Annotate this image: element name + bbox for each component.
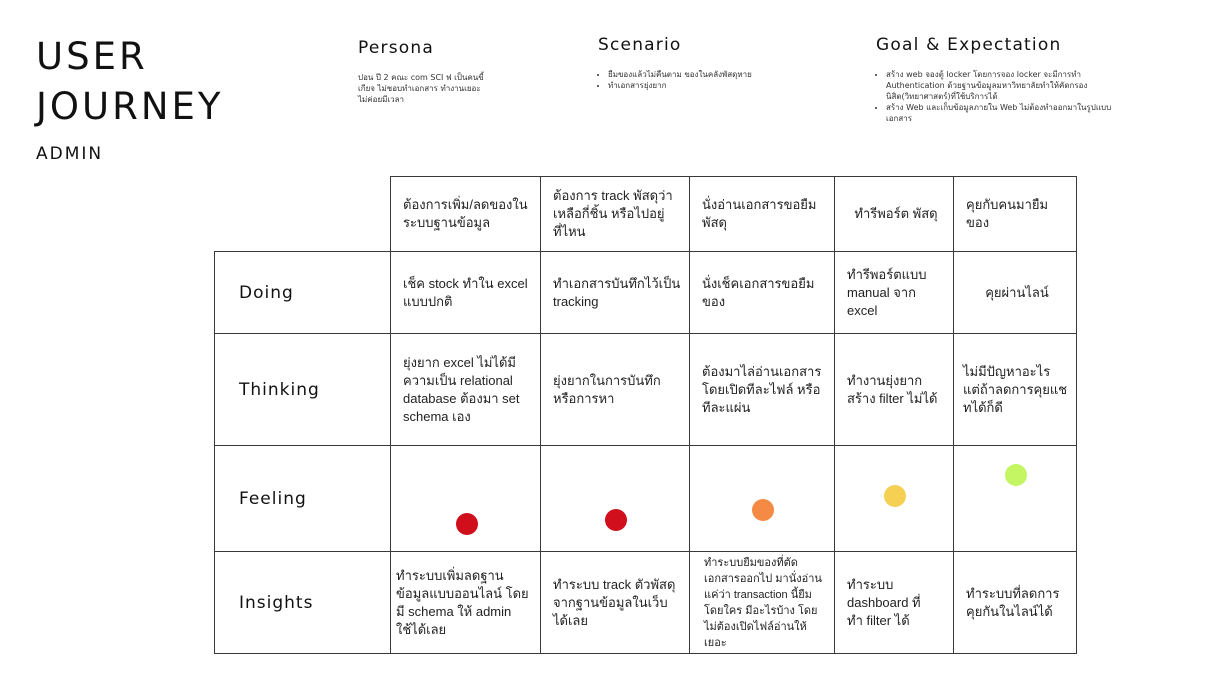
- persona-heading: Persona: [358, 38, 434, 58]
- thinking-cell: ต้องมาไล่อ่านเอกสารโดยเปิดทีละไฟล์ หรือท…: [689, 333, 835, 446]
- stage-header: นั่งอ่านเอกสารขอยืมพัสดุ: [689, 176, 835, 252]
- title-subtitle: ADMIN: [36, 144, 104, 164]
- stage-header: ต้องการ track พัสดุว่าเหลือกี่ชิ้น หรือไ…: [540, 176, 690, 252]
- row-label-text: Doing: [239, 282, 294, 303]
- thinking-text: ไม่มีปัญหาอะไร แต่ถ้าลดการคุยแชทได้ก็ดี: [963, 363, 1068, 415]
- feeling-dot: [455, 512, 478, 535]
- doing-cell: เช็ค stock ทำใน excel แบบปกติ: [390, 251, 541, 334]
- doing-text: เช็ค stock ทำใน excel แบบปกติ: [403, 275, 528, 309]
- goal-section: Goal & Expectation สร้าง web จองตู้ lock…: [876, 35, 1136, 124]
- doing-cell: ทำรีพอร์ตแบบ manual จาก excel: [834, 251, 954, 334]
- row-label-feeling: Feeling: [214, 445, 391, 552]
- thinking-text: ยุ่งยากในการบันทึกหรือการหา: [553, 372, 661, 406]
- stage-header-text: ต้องการ track พัสดุว่าเหลือกี่ชิ้น หรือไ…: [553, 188, 673, 239]
- thinking-cell: ทำงานยุ่งยาก สร้าง filter ไม่ได้: [834, 333, 954, 446]
- stage-header: ต้องการเพิ่ม/ลดของในระบบฐานข้อมูล: [390, 176, 541, 252]
- title-line-2: JOURNEY: [36, 85, 224, 128]
- row-label-text: Insights: [239, 592, 314, 613]
- goal-item: สร้าง Web และเก็บข้อมูลภายใน Web ไม่ต้อง…: [886, 102, 1136, 124]
- feeling-dot: [752, 498, 774, 521]
- row-label-text: Feeling: [239, 488, 307, 509]
- stage-header-text: ทำรีพอร์ต พัสดุ: [854, 206, 938, 221]
- doing-text: คุยผ่านไลน์: [985, 284, 1049, 300]
- title-line-1: USER: [36, 35, 148, 78]
- insights-text: ทำระบบ track ตัวพัสดุจากฐานข้อมูลในเว็บไ…: [553, 576, 676, 628]
- doing-cell: ทำเอกสารบันทึกไว้เป็น tracking: [540, 251, 690, 334]
- thinking-cell: ยุ่งยากในการบันทึกหรือการหา: [540, 333, 690, 446]
- doing-cell: คุยผ่านไลน์: [953, 251, 1077, 334]
- scenario-item: ยืมของแล้วไม่คืนตาม ของในคลังพัสดุหาย: [608, 69, 798, 80]
- goal-item: สร้าง web จองตู้ locker โดยการจอง locker…: [886, 69, 1136, 102]
- feeling-cell: [540, 445, 690, 552]
- title-block: USER JOURNEY ADMIN: [36, 32, 223, 164]
- row-label-thinking: Thinking: [214, 333, 391, 446]
- stage-header: ทำรีพอร์ต พัสดุ: [834, 176, 954, 252]
- scenario-list: ยืมของแล้วไม่คืนตาม ของในคลังพัสดุหาย ทำ…: [598, 69, 798, 91]
- scenario-item: ทำเอกสารยุ่งยาก: [608, 80, 798, 91]
- persona-section: Persona ปอน ปี 2 คณะ com SCI ฟ เป็นคนขี้…: [358, 38, 488, 105]
- insights-text: ทำระบบยืมของที่ตัดเอกสารออกไป มานั่งอ่าน…: [704, 556, 822, 649]
- doing-text: ทำเอกสารบันทึกไว้เป็น tracking: [553, 275, 681, 309]
- thinking-text: ยุ่งยาก excel ไม่ได้มีความเป็น relationa…: [403, 354, 520, 424]
- feeling-dot: [605, 509, 627, 532]
- insights-cell: ทำระบบที่ลดการคุยกันในไลน์ได้: [953, 551, 1077, 654]
- row-label-doing: Doing: [214, 251, 391, 334]
- scenario-heading: Scenario: [598, 35, 682, 55]
- insights-cell: ทำระบบ track ตัวพัสดุจากฐานข้อมูลในเว็บไ…: [540, 551, 690, 654]
- row-label-text: Thinking: [239, 379, 320, 400]
- scenario-section: Scenario ยืมของแล้วไม่คืนตาม ของในคลังพั…: [598, 35, 798, 91]
- insights-cell: ทำระบบเพิ่มลดฐานข้อมูลแบบออนไลน์ โดยมี s…: [390, 551, 541, 654]
- doing-text: ทำรีพอร์ตแบบ manual จาก excel: [847, 266, 927, 318]
- feeling-cell: [953, 445, 1077, 552]
- insights-cell: ทำระบบ dashboard ที่ทำ filter ได้: [834, 551, 954, 654]
- insights-text: ทำระบบ dashboard ที่ทำ filter ได้: [847, 576, 921, 628]
- persona-text: ปอน ปี 2 คณะ com SCI ฟ เป็นคนขี้เกียจ ไม…: [358, 73, 484, 104]
- row-label-insights: Insights: [214, 551, 391, 654]
- doing-cell: นั่งเช็คเอกสารขอยืมของ: [689, 251, 835, 334]
- thinking-text: ต้องมาไล่อ่านเอกสารโดยเปิดทีละไฟล์ หรือท…: [702, 363, 822, 415]
- doing-text: นั่งเช็คเอกสารขอยืมของ: [702, 275, 815, 309]
- insights-text: ทำระบบที่ลดการคุยกันในไลน์ได้: [966, 585, 1060, 619]
- feeling-dot: [884, 485, 906, 508]
- stage-header-text: คุยกับคนมายืมของ: [966, 197, 1049, 230]
- thinking-text: ทำงานยุ่งยาก สร้าง filter ไม่ได้: [847, 372, 938, 406]
- feeling-cell: [689, 445, 835, 552]
- goal-heading: Goal & Expectation: [876, 35, 1062, 55]
- feeling-cell: [390, 445, 541, 552]
- thinking-cell: ไม่มีปัญหาอะไร แต่ถ้าลดการคุยแชทได้ก็ดี: [953, 333, 1077, 446]
- stage-header-text: นั่งอ่านเอกสารขอยืมพัสดุ: [702, 197, 817, 230]
- stage-header-text: ต้องการเพิ่ม/ลดของในระบบฐานข้อมูล: [403, 197, 528, 230]
- thinking-cell: ยุ่งยาก excel ไม่ได้มีความเป็น relationa…: [390, 333, 541, 446]
- feeling-dot: [1005, 464, 1027, 487]
- insights-cell: ทำระบบยืมของที่ตัดเอกสารออกไป มานั่งอ่าน…: [689, 551, 835, 654]
- feeling-cell: [834, 445, 954, 552]
- goal-list: สร้าง web จองตู้ locker โดยการจอง locker…: [876, 69, 1136, 124]
- stage-header: คุยกับคนมายืมของ: [953, 176, 1077, 252]
- insights-text: ทำระบบเพิ่มลดฐานข้อมูลแบบออนไลน์ โดยมี s…: [396, 567, 529, 637]
